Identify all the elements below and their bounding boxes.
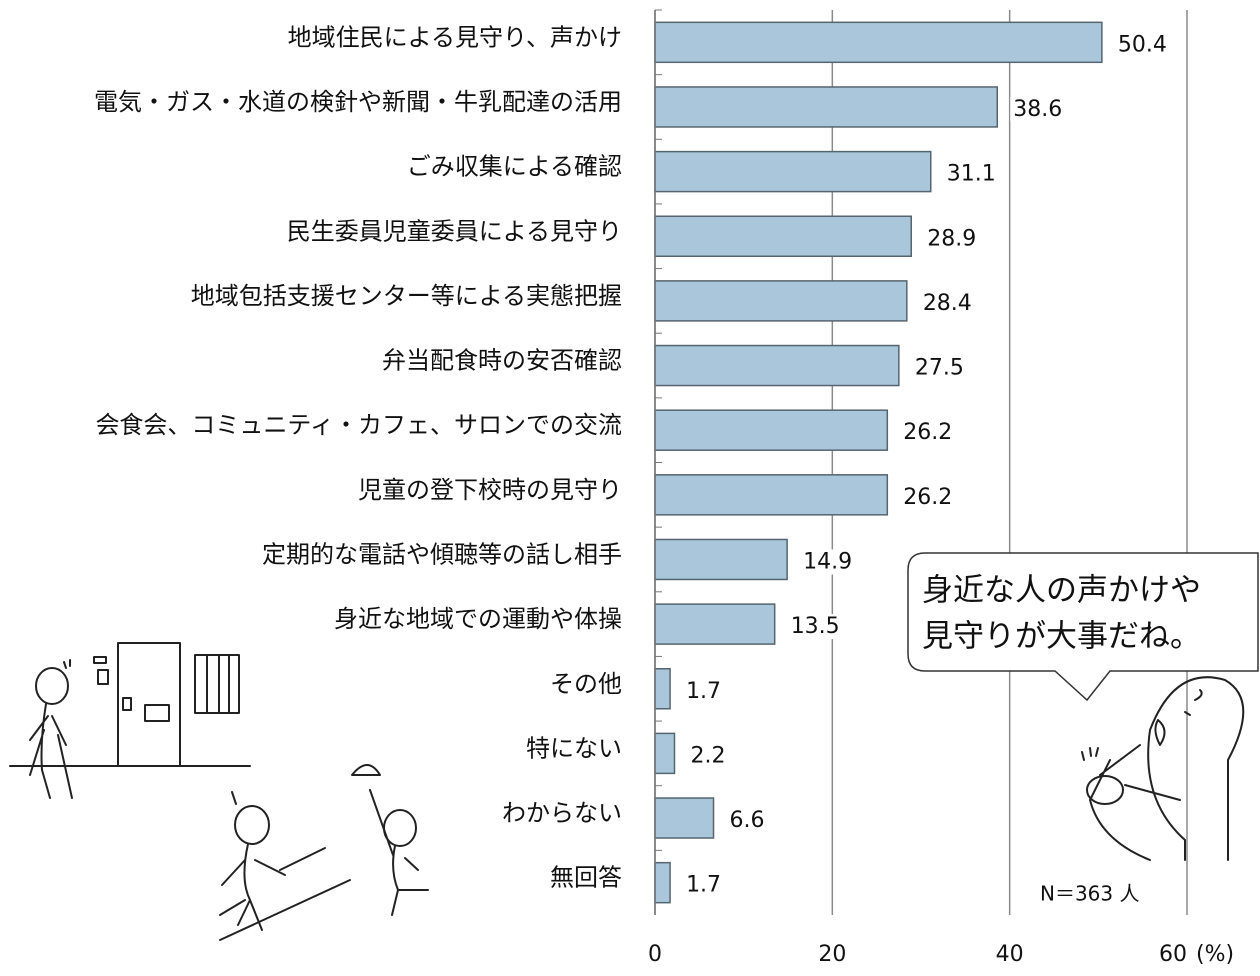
- bar: [654, 21, 1103, 64]
- label-bg: [683, 872, 725, 898]
- bar: [654, 538, 788, 581]
- y-tick-label: 児童の登下校時の見守り: [358, 476, 622, 504]
- y-tick-label: 地域包括支援センター等による実態把握: [191, 282, 622, 310]
- y-tick-label: 特にない: [526, 734, 622, 762]
- label-bg: [900, 484, 956, 510]
- x-tick-label: 0: [648, 942, 662, 967]
- value-label: 38.6: [1013, 97, 1062, 122]
- bar: [654, 668, 671, 710]
- bar: [654, 861, 671, 904]
- illustration: [9, 642, 1245, 941]
- speech-bubble: 身近な人の声かけや 見守りが大事だね。: [907, 552, 1259, 702]
- label-bg: [787, 614, 843, 640]
- bar: [654, 797, 715, 839]
- bar: [654, 474, 889, 516]
- label-bg: [683, 678, 725, 704]
- label-bg: [687, 743, 729, 769]
- label-bg: [726, 808, 768, 834]
- value-label: 14.9: [803, 549, 852, 574]
- y-tick-label: 弁当配食時の安否確認: [382, 347, 622, 375]
- value-label: 50.4: [1118, 32, 1167, 57]
- x-tick-label: 20: [818, 942, 846, 967]
- value-label: 1.7: [686, 873, 721, 898]
- value-label: 2.2: [691, 743, 726, 768]
- label-bg: [1010, 96, 1066, 122]
- speech-text: 見守りが大事だね。: [922, 619, 1201, 655]
- bar: [654, 86, 999, 128]
- bar: [654, 150, 932, 193]
- y-tick-label: わからない: [502, 799, 622, 827]
- x-tick-label: 60: [1159, 942, 1187, 967]
- bar: [654, 280, 908, 322]
- value-label: 6.6: [730, 808, 765, 833]
- x-axis-label: (%): [1196, 942, 1234, 967]
- label-bg: [919, 290, 975, 316]
- x-tick-label: 40: [996, 942, 1024, 967]
- speech-text: 身近な人の声かけや: [922, 573, 1201, 609]
- y-tick-label: 会食会、コミュニティ・カフェ、サロンでの交流: [95, 411, 622, 439]
- value-label: 26.2: [903, 420, 952, 445]
- y-tick-label: 無回答: [550, 864, 622, 892]
- value-label: 28.9: [927, 226, 976, 251]
- label-bg: [924, 226, 980, 252]
- label-bg: [900, 420, 956, 446]
- y-tick-label: 民生委員児童委員による見守り: [287, 217, 622, 245]
- value-label: 31.1: [947, 162, 996, 187]
- label-bg: [800, 549, 856, 575]
- y-tick-label: その他: [550, 670, 622, 698]
- y-tick-label: 地域住民による見守り、声かけ: [288, 23, 622, 51]
- value-label: 26.2: [903, 485, 952, 510]
- value-label: 27.5: [915, 356, 964, 381]
- bar: [654, 732, 676, 775]
- bar: [654, 215, 912, 257]
- value-label: 13.5: [791, 614, 840, 639]
- bar: [654, 603, 776, 645]
- bar: [654, 344, 900, 387]
- label-bg: [1114, 32, 1170, 58]
- y-tick-label: 定期的な電話や傾聴等の話し相手: [262, 540, 622, 568]
- label-bg: [943, 161, 999, 187]
- y-tick-label: 身近な地域での運動や体操: [334, 605, 622, 633]
- y-tick-label: ごみ収集による確認: [407, 153, 622, 181]
- bar: [654, 409, 889, 451]
- y-tick-label: 電気・ガス・水道の検針や新聞・牛乳配達の活用: [94, 88, 622, 116]
- annotation: N＝363 人: [1040, 882, 1140, 906]
- label-bg: [911, 355, 967, 381]
- value-label: 28.4: [923, 291, 972, 316]
- value-label: 1.7: [686, 679, 721, 704]
